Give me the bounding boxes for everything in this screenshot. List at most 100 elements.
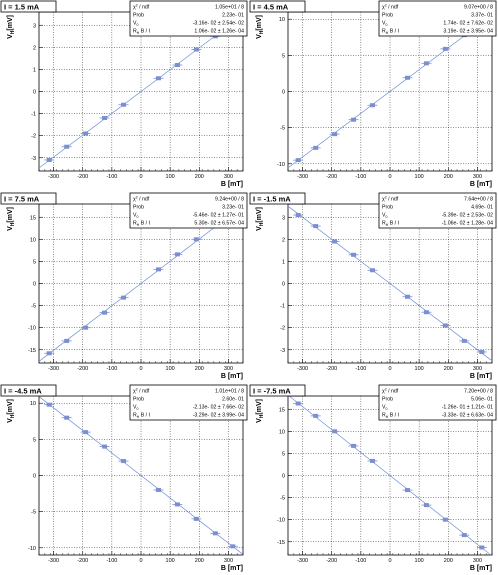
data-point — [404, 294, 410, 299]
x-tick-label: -200 — [326, 558, 337, 564]
data-point — [295, 158, 301, 163]
stats-label: RH B / I — [382, 413, 399, 420]
chart-panel-2: -300 -200 -100 0 100 200 300 -10 -5 0 5 10 B [mT] VH[… — [249, 0, 497, 188]
data-point — [121, 459, 127, 464]
panel-title-frame — [249, 384, 306, 397]
x-tick-label: -300 — [48, 174, 59, 180]
panel-title: I = -1.5 mA — [253, 195, 291, 204]
stats-label: V0 — [133, 213, 138, 220]
y-tick-label: 3 — [282, 215, 285, 221]
stats-value: 5.06e- 01 — [471, 397, 493, 403]
x-tick-label: 300 — [224, 366, 233, 372]
stats-label: RH B / I — [133, 413, 150, 420]
y-tick-label: 0 — [33, 90, 36, 96]
stats-box: χ2 / ndf 9.07e+00 / 8 Prob 3.37e- 01 V0 1.74e… — [378, 0, 497, 37]
data-point — [423, 503, 429, 508]
x-tick-label: -200 — [326, 174, 337, 180]
y-tick-label: 10 — [30, 237, 36, 243]
panel-title-frame — [249, 192, 306, 205]
x-tick-label: -300 — [48, 366, 59, 372]
panel-title-box: I = 1.5 mA — [0, 0, 57, 13]
x-tick-label: 200 — [444, 174, 453, 180]
data-point — [102, 116, 108, 120]
stats-value: 2.60e- 01 — [222, 397, 244, 403]
stats-label: χ2 / ndf — [133, 196, 150, 203]
data-point — [121, 102, 127, 107]
x-tick-label: 200 — [195, 558, 204, 564]
data-point — [370, 268, 376, 273]
y-tick-label: 3 — [33, 23, 36, 29]
x-tick-label: 100 — [415, 558, 424, 564]
y-tick-label: -15 — [28, 348, 36, 354]
x-tick-label: -100 — [355, 558, 366, 564]
stats-frame — [378, 0, 497, 37]
data-point — [174, 63, 180, 67]
stats-value: 1.06e- 02 ± 1.26e- 04 — [194, 29, 244, 35]
stats-value: 7.20e+00 / 8 — [464, 389, 493, 395]
x-axis-label: B [mT] — [221, 373, 243, 380]
y-tick-label: -1 — [280, 304, 285, 310]
x-axis-label: B [mT] — [470, 565, 492, 572]
y-axis-label: VH[mV] — [7, 15, 16, 39]
stats-value: 1.01e+01 / 8 — [215, 389, 244, 395]
stats-label: RH B / I — [382, 221, 399, 228]
y-tick-label: 5 — [33, 437, 36, 443]
stats-label: χ2 / ndf — [382, 388, 399, 395]
stats-value: -2.13e- 02 ± 7.66e- 02 — [193, 405, 244, 411]
x-axis-label: B [mT] — [221, 565, 243, 572]
x-tick-label: 0 — [139, 366, 142, 372]
data-point — [155, 487, 161, 492]
x-tick-label: -100 — [355, 174, 366, 180]
x-tick-label: 300 — [473, 174, 482, 180]
x-tick-label: -100 — [106, 558, 117, 564]
stats-label: RH B / I — [382, 29, 399, 36]
fit-line — [287, 394, 493, 557]
x-tick-label: -200 — [77, 558, 88, 564]
stats-label: χ2 / ndf — [382, 4, 399, 11]
y-tick-label: 0 — [33, 282, 36, 288]
y-axis-label: VH[mV] — [256, 207, 265, 231]
x-tick-label: -200 — [326, 366, 337, 372]
y-tick-label: 5 — [282, 451, 285, 457]
x-tick-label: -300 — [297, 174, 308, 180]
data-point — [155, 76, 161, 81]
stats-label: Prob — [133, 397, 144, 403]
y-tick-label: -5 — [280, 126, 285, 132]
panel-title-box: I = -4.5 mA — [0, 384, 57, 397]
chart-panel-5: -300 -200 -100 0 100 200 300 -10 -5 0 5 10 B [mT] VH[… — [0, 384, 248, 572]
y-tick-label: -5 — [31, 304, 36, 310]
chart-panel-1: -300 -200 -100 0 100 200 300 -3 -2 -1 0 1 2 3 B [mT] VH… — [0, 0, 248, 188]
stats-value: -1.06e- 02 ± 1.28e- 04 — [442, 221, 493, 227]
stats-frame — [129, 0, 248, 37]
panel-title: I = 1.5 mA — [4, 3, 40, 12]
x-tick-label: -200 — [77, 174, 88, 180]
y-axis-label: VH[mV] — [7, 399, 16, 423]
x-axis-label: B [mT] — [470, 181, 492, 188]
panel-title-frame — [0, 384, 57, 397]
y-tick-label: -1 — [31, 112, 36, 118]
data-point — [313, 224, 319, 229]
fit-line — [38, 205, 244, 362]
stats-box: χ2 / ndf 1.05e+01 / 8 Prob 2.23e- 01 V0 -3.16… — [129, 0, 248, 37]
stats-value: 5.30e- 02 ± 6.57e- 04 — [194, 221, 244, 227]
stats-label: V0 — [133, 405, 138, 412]
data-point — [461, 533, 467, 538]
y-tick-label: 10 — [279, 429, 285, 435]
panel-title-box: I = 4.5 mA — [249, 0, 306, 13]
data-point — [442, 323, 448, 328]
x-tick-label: 0 — [139, 558, 142, 564]
data-point — [313, 145, 319, 150]
x-tick-label: 0 — [388, 366, 391, 372]
stats-label: V0 — [382, 213, 387, 220]
stats-value: -3.33e- 02 ± 6.63e- 04 — [442, 413, 493, 419]
x-tick-label: 0 — [139, 174, 142, 180]
data-point — [83, 131, 89, 136]
y-tick-label: 10 — [30, 401, 36, 407]
data-point — [461, 338, 467, 343]
y-axis-label: VH[mV] — [256, 399, 265, 423]
fit-line — [38, 396, 244, 555]
y-axis-label: VH[mV] — [7, 207, 16, 231]
data-point — [442, 46, 448, 51]
y-tick-label: -10 — [28, 546, 36, 552]
